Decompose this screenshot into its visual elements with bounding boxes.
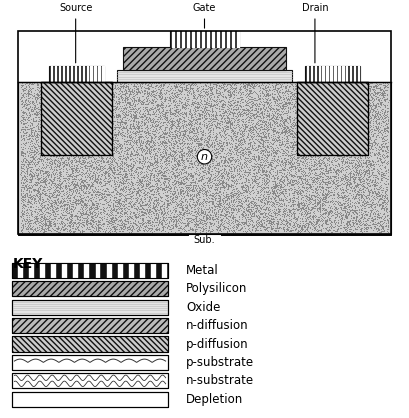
Text: n-substrate: n-substrate [186,374,254,387]
Text: Sub.: Sub. [194,235,215,245]
Text: n: n [201,152,208,162]
Text: Depletion: Depletion [186,393,243,406]
Text: Source: Source [59,3,92,63]
Text: KEY: KEY [12,257,43,271]
Bar [12,392,168,407]
Bar [12,373,168,388]
Bar [12,300,168,315]
Bar [12,263,168,278]
Text: Drain: Drain [301,3,328,63]
Bar [12,263,168,278]
Bar [12,373,168,388]
Bar [12,355,168,370]
Bar [18,82,391,234]
Bar [297,82,368,155]
Bar [41,82,112,155]
Bar [12,318,168,333]
Bar [12,281,168,296]
Bar [12,392,168,407]
Text: Metal: Metal [186,264,219,277]
Bar [123,47,286,70]
Text: Gate: Gate [193,3,216,28]
Bar [41,82,112,155]
Bar [12,300,168,315]
Bar [117,70,292,82]
Bar [12,336,168,352]
Bar [12,355,168,370]
Text: Oxide: Oxide [186,301,220,314]
Bar [305,66,360,82]
Text: n-diffusion: n-diffusion [186,319,249,332]
Text: Polysilicon: Polysilicon [186,282,247,296]
Bar [12,336,168,352]
Bar [49,66,104,82]
Bar [18,31,391,234]
Bar [297,82,368,155]
Text: p-substrate: p-substrate [186,356,254,369]
Bar [12,281,168,296]
Bar [12,318,168,333]
Text: p-diffusion: p-diffusion [186,337,249,351]
Bar [170,31,239,47]
